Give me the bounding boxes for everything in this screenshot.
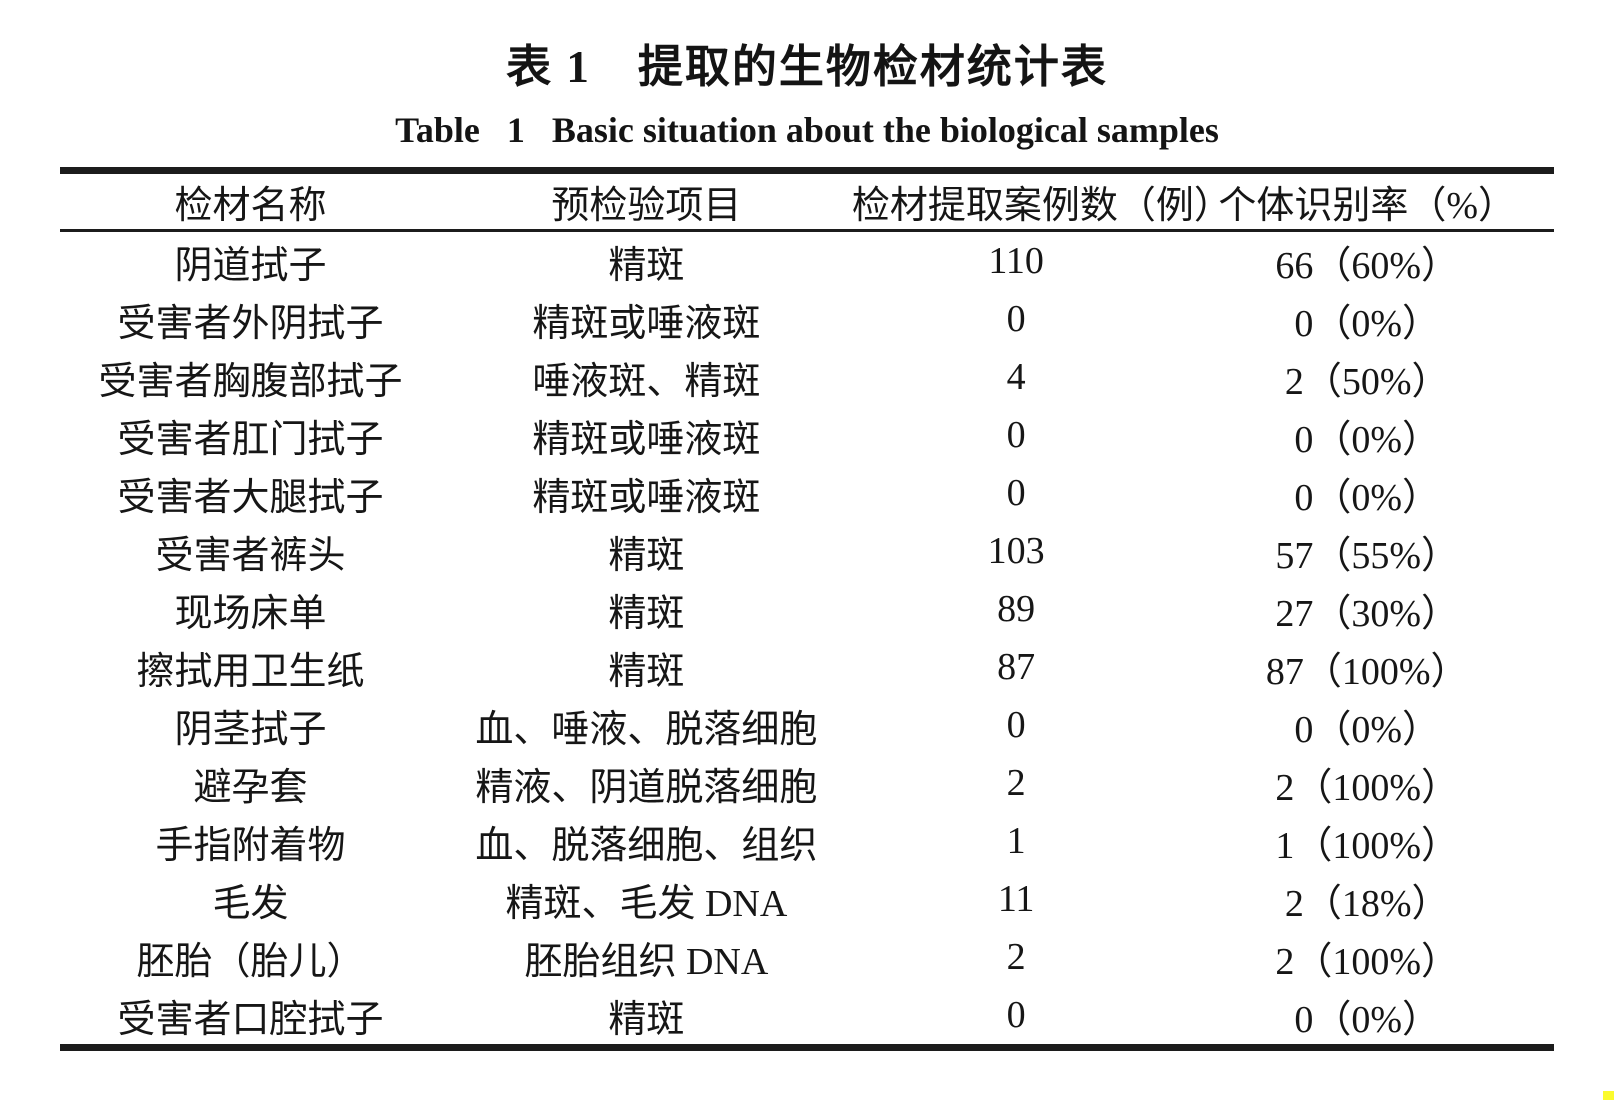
cell-sample-name: 手指附着物 bbox=[155, 824, 346, 867]
table-row: 阴道拭子 精斑 110 66（60%） bbox=[60, 231, 1554, 291]
table-row: 受害者胸腹部拭子 唾液斑、精斑 4 2（50%） bbox=[60, 348, 1554, 406]
cell-identification-rate: 0（0%） bbox=[1294, 998, 1441, 1041]
cell-identification-rate: 0（0%） bbox=[1294, 476, 1441, 519]
cell-sample-name: 受害者大腿拭子 bbox=[117, 476, 384, 519]
cell-sample-name: 阴茎拭子 bbox=[174, 708, 327, 751]
cell-identification-rate: 0（0%） bbox=[1294, 418, 1441, 461]
table-row: 受害者口腔拭子 精斑 0 0（0%） bbox=[60, 986, 1554, 1048]
cell-identification-rate: 66（60%） bbox=[1275, 244, 1460, 287]
cell-pretest-item: 精斑、毛发 DNA bbox=[505, 882, 788, 925]
column-header-pretest-item: 预检验项目 bbox=[440, 170, 852, 232]
cell-pretest-item: 精斑或唾液斑 bbox=[532, 476, 761, 519]
table-row: 受害者肛门拭子 精斑或唾液斑 0 0（0%） bbox=[60, 406, 1554, 464]
cell-sample-name: 受害者口腔拭子 bbox=[117, 998, 384, 1041]
cell-pretest-item: 精斑 bbox=[608, 592, 685, 635]
cell-identification-rate: 2（50%） bbox=[1284, 360, 1450, 403]
cell-identification-rate: 1（100%） bbox=[1275, 824, 1460, 867]
table-row: 阴茎拭子 血、唾液、脱落细胞 0 0（0%） bbox=[60, 696, 1554, 754]
cell-sample-name: 避孕套 bbox=[193, 766, 308, 809]
table-caption-en: Table 1 Basic situation about the biolog… bbox=[395, 110, 1219, 150]
cell-pretest-item: 精斑 bbox=[608, 998, 685, 1041]
table-row: 手指附着物 血、脱落细胞、组织 1 1（100%） bbox=[60, 812, 1554, 870]
cell-sample-name: 受害者胸腹部拭子 bbox=[98, 360, 403, 403]
cell-case-count: 0 bbox=[1006, 472, 1026, 514]
table-row: 擦拭用卫生纸 精斑 87 87（100%） bbox=[60, 638, 1554, 696]
cell-sample-name: 受害者肛门拭子 bbox=[117, 418, 384, 461]
cell-identification-rate: 0（0%） bbox=[1294, 302, 1441, 345]
table-row: 胚胎（胎儿） 胚胎组织 DNA 2 2（100%） bbox=[60, 928, 1554, 986]
cell-sample-name: 受害者裤头 bbox=[155, 534, 346, 577]
scan-artifact bbox=[1603, 1091, 1614, 1100]
cell-pretest-item: 血、唾液、脱落细胞 bbox=[475, 708, 818, 751]
cell-case-count: 0 bbox=[1006, 704, 1026, 746]
cell-pretest-item: 精液、阴道脱落细胞 bbox=[475, 766, 818, 809]
cell-sample-name: 阴道拭子 bbox=[174, 244, 327, 287]
cell-pretest-item: 精斑或唾液斑 bbox=[532, 302, 761, 345]
cell-case-count: 11 bbox=[997, 878, 1035, 920]
cell-identification-rate: 2（18%） bbox=[1284, 882, 1450, 925]
table-row: 毛发 精斑、毛发 DNA 11 2（18%） bbox=[60, 870, 1554, 928]
biological-samples-table: 检材名称 预检验项目 检材提取案例数（例） 个体识别率（%） 阴道拭子 精斑 110… bbox=[60, 167, 1554, 1051]
cell-case-count: 2 bbox=[1006, 762, 1026, 804]
cell-case-count: 89 bbox=[997, 588, 1036, 630]
cell-case-count: 103 bbox=[987, 530, 1045, 572]
cell-case-count: 1 bbox=[1006, 820, 1026, 862]
table-header-row: 检材名称 预检验项目 检材提取案例数（例） 个体识别率（%） bbox=[60, 170, 1554, 232]
cell-pretest-item: 精斑或唾液斑 bbox=[532, 418, 761, 461]
cell-identification-rate: 0（0%） bbox=[1294, 708, 1441, 751]
cell-sample-name: 擦拭用卫生纸 bbox=[136, 650, 365, 693]
table-row: 受害者大腿拭子 精斑或唾液斑 0 0（0%） bbox=[60, 464, 1554, 522]
cell-pretest-item: 精斑 bbox=[608, 534, 685, 577]
cell-identification-rate: 2（100%） bbox=[1275, 940, 1460, 983]
column-header-identification-rate: 个体识别率（%） bbox=[1180, 170, 1554, 232]
table-row: 受害者外阴拭子 精斑或唾液斑 0 0（0%） bbox=[60, 290, 1554, 348]
cell-sample-name: 受害者外阴拭子 bbox=[117, 302, 384, 345]
cell-case-count: 87 bbox=[997, 646, 1036, 688]
cell-case-count: 0 bbox=[1006, 994, 1026, 1036]
cell-identification-rate: 57（55%） bbox=[1275, 534, 1460, 577]
cell-sample-name: 毛发 bbox=[212, 882, 289, 925]
column-header-sample-name: 检材名称 bbox=[60, 170, 441, 232]
table-row: 受害者裤头 精斑 103 57（55%） bbox=[60, 522, 1554, 580]
table-row: 避孕套 精液、阴道脱落细胞 2 2（100%） bbox=[60, 754, 1554, 812]
cell-identification-rate: 87（100%） bbox=[1265, 650, 1469, 693]
cell-pretest-item: 精斑 bbox=[608, 650, 685, 693]
cell-sample-name: 现场床单 bbox=[174, 592, 327, 635]
cell-sample-name: 胚胎（胎儿） bbox=[136, 940, 365, 983]
cell-identification-rate: 27（30%） bbox=[1275, 592, 1460, 635]
column-header-case-count: 检材提取案例数（例） bbox=[851, 170, 1232, 232]
cell-pretest-item: 胚胎组织 DNA bbox=[524, 940, 769, 983]
cell-case-count: 4 bbox=[1006, 356, 1026, 398]
cell-identification-rate: 2（100%） bbox=[1275, 766, 1460, 809]
cell-case-count: 0 bbox=[1006, 298, 1026, 340]
cell-pretest-item: 精斑 bbox=[608, 244, 685, 287]
cell-pretest-item: 血、脱落细胞、组织 bbox=[475, 824, 818, 867]
cell-pretest-item: 唾液斑、精斑 bbox=[532, 360, 761, 403]
table-row: 现场床单 精斑 89 27（30%） bbox=[60, 580, 1554, 638]
table-caption-zh: 表 1 提取的生物检材统计表 bbox=[506, 42, 1108, 92]
cell-case-count: 0 bbox=[1006, 414, 1026, 456]
cell-case-count: 2 bbox=[1006, 936, 1026, 978]
cell-case-count: 110 bbox=[988, 240, 1044, 282]
